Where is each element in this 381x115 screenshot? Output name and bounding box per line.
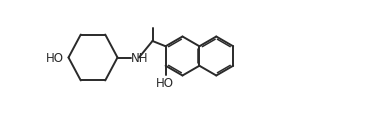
Text: HO: HO [46, 52, 64, 64]
Text: NH: NH [131, 52, 149, 64]
Text: HO: HO [155, 77, 174, 89]
